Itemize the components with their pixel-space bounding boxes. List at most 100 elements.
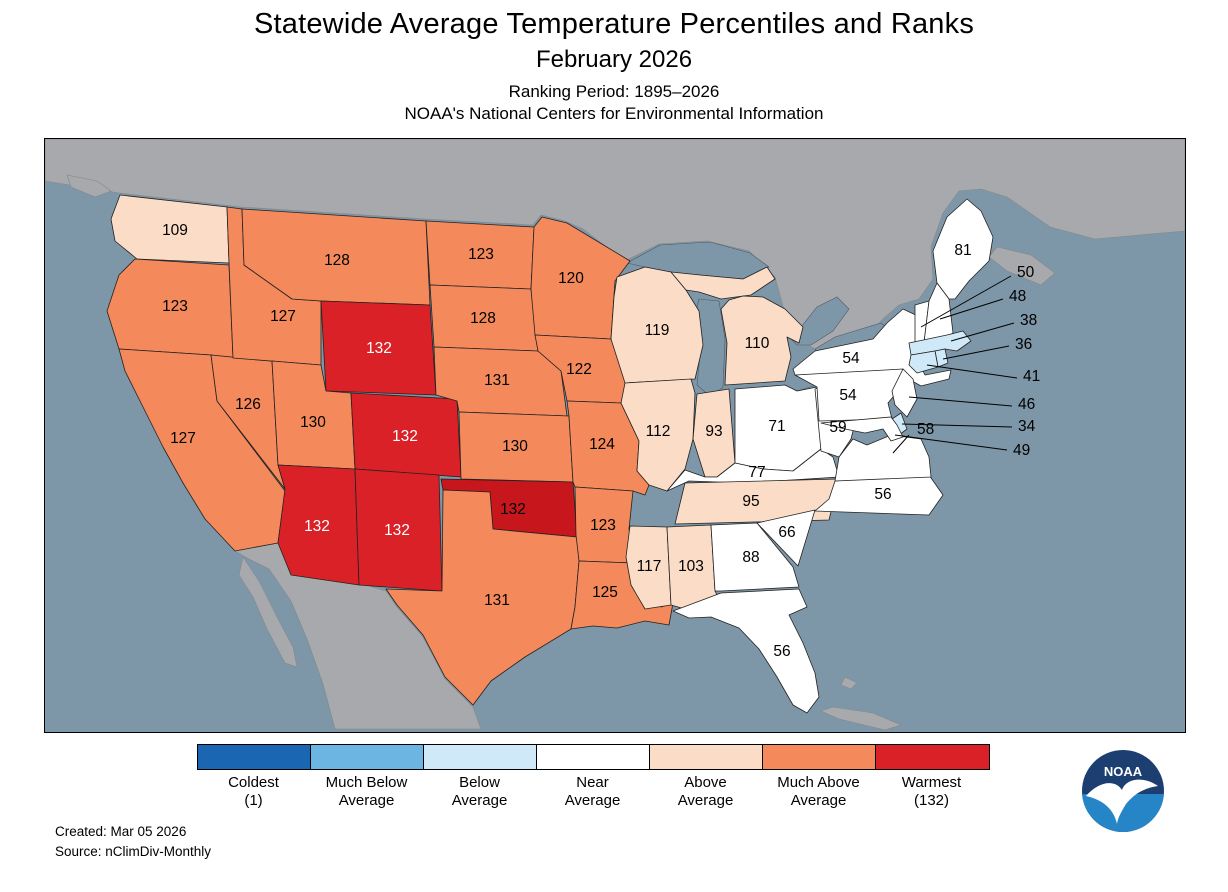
rank-label-nv: 126 [235, 396, 261, 413]
noaa-logo-gull-icon [1086, 779, 1158, 824]
ranking-period: Ranking Period: 1895–2026 [508, 82, 720, 101]
rank-label-tx: 131 [484, 592, 510, 609]
rank-label-ia: 122 [566, 361, 592, 378]
legend-label-0: Coldest (1) [228, 774, 279, 809]
rank-label-mi: 110 [745, 335, 770, 352]
leader-line-vt [920, 275, 1012, 328]
rank-label-ar: 123 [590, 517, 616, 534]
rank-label-ut: 130 [300, 414, 326, 431]
legend-label-5: Much Above Average [777, 774, 860, 809]
legend-label-1: Much Below Average [325, 774, 408, 809]
rank-label-de: 34 [1018, 418, 1036, 435]
state-wi [610, 266, 704, 384]
us-map: 109 123 127 126 127 128 132 130 132 132 132 123 128 1… [44, 138, 1186, 732]
state-ct [908, 350, 939, 374]
noaa-logo: NOAA [1082, 750, 1164, 832]
rank-label-ne: 131 [484, 372, 510, 389]
rank-label-wi: 119 [645, 322, 670, 339]
state-me [932, 198, 994, 300]
cuba [820, 706, 902, 731]
leader-line-de [901, 423, 1013, 428]
leader-line-nj [908, 396, 1013, 407]
rank-label-tn: 95 [742, 493, 759, 510]
source-text: Source: nClimDiv-Monthly [55, 843, 212, 859]
legend-label-3: Near Average [564, 774, 621, 809]
rank-label-ks: 130 [502, 438, 528, 455]
page-title: Statewide Average Temperature Percentile… [253, 8, 975, 40]
rank-label-va: 58 [917, 421, 934, 438]
noaa-logo-text: NOAA [1104, 764, 1143, 779]
rank-label-nm: 132 [384, 522, 410, 539]
rank-label-mo: 124 [589, 436, 615, 453]
legend-swatch-5 [763, 745, 876, 769]
rank-label-az: 132 [304, 518, 330, 535]
rank-label-la: 125 [592, 584, 618, 601]
legend-label-2: Below Average [451, 774, 508, 809]
legend-swatch-4 [650, 745, 763, 769]
us-map-frame: 109 123 127 126 127 128 132 130 132 132 132 123 128 1… [44, 138, 1186, 733]
baja [238, 556, 298, 668]
rank-label-nh: 48 [1009, 288, 1026, 305]
legend-swatch-0 [198, 745, 311, 769]
state-sc [756, 509, 816, 567]
legend-label-6: Warmest (132) [901, 774, 962, 809]
legend-color-bar [197, 744, 990, 770]
leader-line-nh [939, 298, 1004, 320]
leader-line-ri [942, 345, 1010, 360]
vancouver-island [66, 174, 112, 198]
legend-swatch-1 [311, 745, 424, 769]
rank-label-wa: 109 [162, 222, 188, 239]
leader-line-ct [926, 364, 1018, 379]
legend-label-4: Above Average [677, 774, 734, 809]
rank-label-me: 81 [954, 242, 971, 259]
page-subtitle: February 2026 [535, 46, 693, 73]
rank-label-wy: 132 [366, 340, 392, 357]
state-tx [385, 489, 580, 706]
rank-label-ga: 88 [742, 549, 759, 566]
rank-label-nj: 46 [1018, 396, 1035, 413]
state-nj [891, 368, 918, 418]
legend: Coldest (1) Much Below Average Below Average N… [197, 744, 990, 809]
rank-label-or: 123 [162, 298, 188, 315]
state-fl [672, 588, 820, 714]
rank-label-ok: 132 [500, 501, 526, 518]
rank-label-in: 93 [705, 423, 722, 440]
state-mi-part1 [720, 295, 804, 386]
legend-swatch-3 [537, 745, 650, 769]
bahamas [840, 676, 858, 690]
leader-line-md [894, 434, 1008, 451]
rank-label-il: 112 [646, 423, 671, 440]
rank-label-id: 127 [270, 308, 296, 325]
rank-label-mt: 128 [324, 252, 350, 269]
footer: Created: Mar 05 2026 Source: nClimDiv-Mo… [55, 822, 211, 861]
created-text: Created: Mar 05 2026 [55, 824, 187, 839]
rank-label-sc: 66 [778, 524, 795, 541]
rank-label-ms: 117 [637, 558, 662, 575]
rank-label-ny: 54 [842, 350, 860, 367]
rank-label-pa: 54 [839, 387, 857, 404]
rank-label-ct: 41 [1023, 368, 1040, 385]
rank-label-mn: 120 [558, 270, 584, 287]
state-tn [674, 478, 840, 525]
rank-label-co: 132 [392, 428, 418, 445]
rank-label-nc: 56 [874, 486, 891, 503]
rank-label-ri: 36 [1015, 336, 1032, 353]
state-md [820, 416, 904, 442]
state-mi [670, 266, 776, 300]
rank-label-oh: 71 [768, 418, 785, 435]
org-line: NOAA's National Centers for Environmenta… [404, 104, 824, 123]
rank-label-vt: 50 [1017, 264, 1035, 281]
rank-label-fl: 56 [773, 643, 790, 660]
rank-label-al: 103 [678, 558, 704, 575]
rank-label-ky: 77 [748, 464, 765, 481]
rank-label-ca: 127 [170, 430, 196, 447]
lake-huron [786, 296, 850, 346]
rank-label-nd: 123 [468, 246, 494, 263]
rank-label-md: 49 [1013, 442, 1030, 459]
leader-line-va [892, 434, 910, 454]
leader-line-ma [950, 322, 1015, 342]
legend-swatch-6 [876, 745, 989, 769]
rank-label-sd: 128 [470, 310, 496, 327]
state-va [834, 434, 932, 482]
